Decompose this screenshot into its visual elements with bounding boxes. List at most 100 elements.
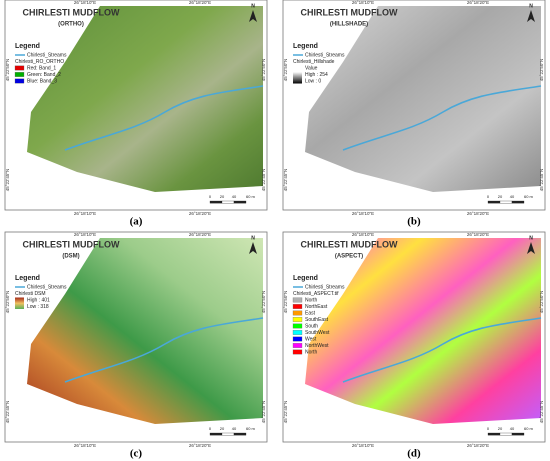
- lat-label: 45°22'45"N: [539, 401, 544, 424]
- scale-segment: [511, 432, 525, 436]
- lon-label: 26°18'10"E: [74, 211, 96, 216]
- scale-label: 40: [510, 426, 515, 431]
- legend-label: Chirlesti_Streams: [305, 52, 345, 58]
- map-title: CHIRLESTI MUDFLOW: [301, 239, 398, 249]
- lat-label: 45°22'45"N: [5, 401, 10, 424]
- lon-label: 26°18'20"E: [189, 211, 211, 216]
- scale-segment: [221, 200, 235, 204]
- panel-caption: (a): [130, 216, 143, 228]
- lon-label: 26°18'10"E: [352, 443, 374, 448]
- map-raster: [27, 238, 263, 424]
- map-raster: [305, 6, 541, 192]
- lat-label: 45°22'45"N: [539, 169, 544, 192]
- scale-label: 20: [498, 194, 503, 199]
- lat-label: 45°22'50"N: [5, 59, 10, 82]
- lon-label: 26°18'10"E: [352, 232, 374, 237]
- legend-ramp: [293, 72, 302, 84]
- map-panel: CHIRLESTI MUDFLOW (HILLSHADE) Legend Chirle…: [282, 0, 546, 216]
- lat-label: 45°22'45"N: [283, 401, 288, 424]
- north-arrow: [527, 242, 535, 254]
- legend-label: Chirlesti_Streams: [27, 52, 67, 58]
- lon-label: 26°18'20"E: [189, 0, 211, 5]
- legend-swatch: [292, 349, 303, 355]
- stream: [342, 85, 542, 151]
- lon-label: 26°18'20"E: [467, 232, 489, 237]
- scale-segment: [499, 200, 513, 204]
- lon-label: 26°18'10"E: [74, 443, 96, 448]
- legend-label: Chirlesti_Streams: [305, 284, 345, 290]
- legend-label: SouthEast: [305, 317, 329, 323]
- legend-label: Value: [305, 65, 318, 71]
- map-raster: [305, 238, 541, 424]
- lat-label: 45°22'50"N: [261, 291, 266, 314]
- legend-label: South: [305, 323, 318, 329]
- lon-label: 26°18'20"E: [467, 0, 489, 5]
- scale-label: 0: [209, 426, 212, 431]
- legend-swatch: [292, 323, 303, 329]
- lon-label: 26°18'20"E: [189, 443, 211, 448]
- lon-label: 26°18'10"E: [74, 232, 96, 237]
- legend-label: Low : 0: [305, 78, 321, 84]
- map-raster: [27, 6, 263, 192]
- lon-label: 26°18'20"E: [189, 232, 211, 237]
- scale-segment: [221, 432, 235, 436]
- scale-segment: [487, 432, 501, 436]
- lat-label: 45°22'50"N: [283, 291, 288, 314]
- scale-label: 20: [220, 194, 225, 199]
- scale-label: 60 m: [246, 426, 256, 431]
- legend-label: Green: Band_2: [27, 72, 61, 78]
- scale-label: 60 m: [246, 194, 256, 199]
- lat-label: 45°22'45"N: [283, 169, 288, 192]
- lat-label: 45°22'50"N: [261, 59, 266, 82]
- scale-segment: [233, 200, 247, 204]
- legend-label: NorthEast: [305, 304, 328, 310]
- lon-label: 26°18'10"E: [352, 0, 374, 5]
- map-subtitle: (ORTHO): [58, 22, 84, 28]
- legend-label: High : 401: [27, 297, 50, 303]
- scale-label: 0: [487, 426, 490, 431]
- legend-label: North: [305, 297, 317, 303]
- legend-swatch: [292, 330, 303, 335]
- legend-label: Chirlesti_ASPECT.tif: [293, 291, 339, 297]
- stream: [64, 85, 264, 151]
- legend-swatch: [14, 65, 25, 71]
- scale-segment: [209, 432, 223, 436]
- scale-label: 0: [487, 194, 490, 199]
- map-title: CHIRLESTI MUDFLOW: [23, 239, 120, 249]
- legend-swatch: [292, 304, 303, 309]
- stream: [64, 317, 264, 383]
- scale-segment: [233, 432, 247, 436]
- map-panel: CHIRLESTI MUDFLOW (ASPECT) Legend Chirlesti…: [282, 231, 546, 448]
- scale-label: 0: [209, 194, 212, 199]
- scale-label: 40: [510, 194, 515, 199]
- legend-swatch: [14, 72, 25, 77]
- legend-label: Chirlesti_RO_ORTHO: [15, 59, 64, 65]
- map-subtitle: (HILLSHADE): [330, 22, 368, 28]
- scale-label: 60 m: [524, 194, 534, 199]
- legend-swatch: [14, 78, 25, 84]
- scale-label: 60 m: [524, 426, 534, 431]
- lat-label: 45°22'50"N: [5, 291, 10, 314]
- legend-swatch: [292, 310, 303, 316]
- lat-label: 45°22'50"N: [539, 59, 544, 82]
- scale-segment: [511, 200, 525, 204]
- legend-label: East: [305, 310, 316, 316]
- lon-label: 26°18'10"E: [352, 211, 374, 216]
- north-label: N: [529, 3, 533, 9]
- scale-label: 40: [232, 426, 237, 431]
- legend-label: Chirlesti DSM: [15, 291, 46, 297]
- lon-label: 26°18'20"E: [467, 443, 489, 448]
- lat-label: 45°22'45"N: [261, 169, 266, 192]
- legend-swatch: [292, 317, 303, 322]
- north-arrow: [527, 10, 535, 22]
- legend-label: Low : 318: [27, 304, 49, 310]
- scale-segment: [209, 200, 223, 204]
- map-title: CHIRLESTI MUDFLOW: [301, 7, 398, 17]
- map-title: CHIRLESTI MUDFLOW: [23, 7, 120, 17]
- legend-ramp: [15, 297, 24, 309]
- legend-heading: Legend: [293, 43, 318, 50]
- lon-label: 26°18'20"E: [467, 211, 489, 216]
- north-arrow: [249, 10, 257, 22]
- legend-label: Chirlesti_Hillshade: [293, 59, 335, 65]
